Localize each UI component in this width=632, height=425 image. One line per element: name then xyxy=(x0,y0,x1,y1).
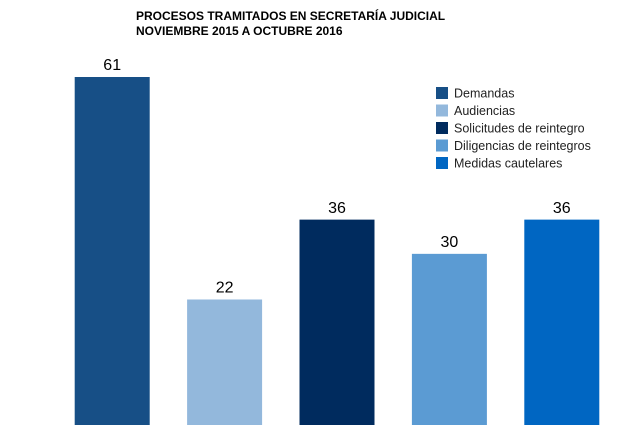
value-label: 61 xyxy=(103,57,121,74)
chart-subtitle: NOVIEMBRE 2015 A OCTUBRE 2016 xyxy=(136,24,343,38)
legend-swatch xyxy=(436,104,448,117)
value-label: 36 xyxy=(328,200,346,217)
legend-label: Diligencias de reintegros xyxy=(454,139,591,153)
legend-swatch xyxy=(436,157,448,169)
value-label: 36 xyxy=(553,200,571,217)
bar xyxy=(524,219,600,425)
value-label: 30 xyxy=(441,234,459,251)
legend-swatch xyxy=(436,139,448,152)
legend-label: Medidas cautelares xyxy=(454,156,562,170)
chart-title: PROCESOS TRAMITADOS EN SECRETARÍA JUDICI… xyxy=(136,8,445,23)
legend-swatch xyxy=(436,122,448,134)
value-label: 22 xyxy=(216,280,234,297)
legend-label: Solicitudes de reintegro xyxy=(454,121,585,135)
bar xyxy=(74,77,150,425)
bar xyxy=(187,299,263,425)
legend-swatch xyxy=(436,87,448,99)
legend-label: Audiencias xyxy=(454,104,515,118)
bar xyxy=(411,253,487,425)
bar xyxy=(299,219,375,425)
legend-label: Demandas xyxy=(454,86,514,100)
